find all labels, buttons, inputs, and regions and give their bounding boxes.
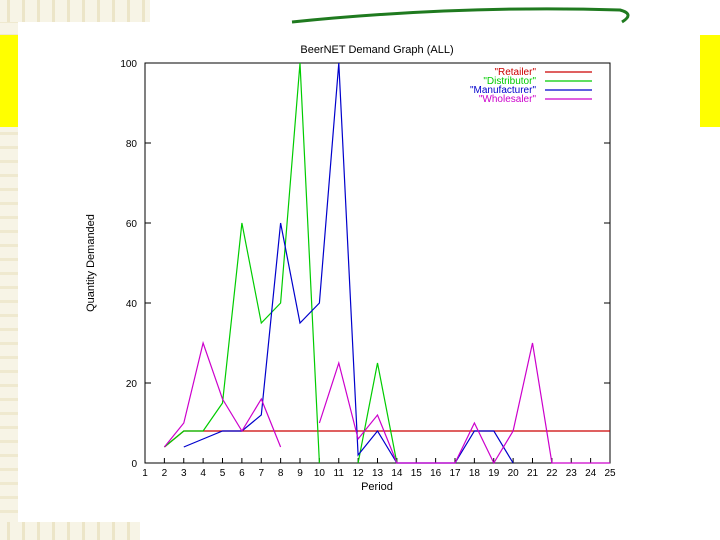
x-axis: 1 2 3 4 5 6 7 8 9 10 11 12 13 14 15 16 17 18 19 20 21 22 23 24 2…: [142, 458, 616, 479]
x-tick-label-13: 13: [372, 468, 384, 479]
x-tick-label-16: 16: [430, 468, 442, 479]
x-tick-label-17: 17: [449, 468, 461, 479]
plot-frame: [144, 62, 611, 464]
series-line-3: [163, 340, 610, 465]
x-tick-label-25: 25: [604, 468, 616, 479]
x-tick-label-18: 18: [469, 468, 481, 479]
y-tick-label-20: 20: [126, 379, 138, 390]
x-tick-label-11: 11: [334, 468, 345, 479]
x-tick-label-24: 24: [585, 468, 597, 479]
x-tick-label-7: 7: [258, 468, 264, 479]
left-yellow-bar: [0, 35, 18, 127]
series-line-1: [164, 62, 398, 464]
y-tick-label-0: 0: [131, 459, 137, 470]
y-axis: 0 20 40 60 80 100: [120, 59, 610, 470]
y-tick-label-80: 80: [126, 139, 138, 150]
x-tick-label-21: 21: [527, 468, 539, 479]
x-tick-label-9: 9: [297, 468, 303, 479]
x-tick-label-1: 1: [142, 468, 148, 479]
top-decorative-border: [0, 0, 150, 22]
x-tick-label-5: 5: [220, 468, 226, 479]
chart-title: BeerNET Demand Graph (ALL): [300, 44, 453, 56]
legend-label-2: "Manufacturer": [470, 85, 536, 96]
x-tick-label-22: 22: [546, 468, 558, 479]
legend-label-3: "Wholesaler": [479, 94, 537, 105]
legend-label-0: "Retailer": [494, 67, 536, 78]
bottom-decorative-border: [0, 522, 140, 540]
x-axis-label: Period: [361, 481, 393, 493]
x-tick-label-2: 2: [162, 468, 168, 479]
right-yellow-bar: [700, 35, 720, 127]
x-tick-label-20: 20: [508, 468, 520, 479]
y-tick-label-60: 60: [126, 219, 138, 230]
x-tick-label-3: 3: [181, 468, 187, 479]
left-decorative-border: [0, 0, 18, 540]
x-tick-label-14: 14: [391, 468, 403, 479]
legend-label-1: "Distributor": [483, 76, 536, 87]
x-tick-label-23: 23: [566, 468, 578, 479]
y-tick-label-40: 40: [126, 299, 138, 310]
x-tick-label-8: 8: [278, 468, 284, 479]
x-tick-label-12: 12: [353, 468, 365, 479]
y-tick-label-100: 100: [120, 59, 137, 70]
decorative-swoosh: [291, 7, 630, 24]
x-tick-label-6: 6: [239, 468, 245, 479]
x-tick-label-15: 15: [411, 468, 423, 479]
x-tick-label-10: 10: [314, 468, 326, 479]
y-axis-label: Quantity Demanded: [85, 214, 97, 312]
legend: "Retailer""Distributor""Manufacturer""Wh…: [470, 67, 592, 105]
x-tick-label-19: 19: [488, 468, 500, 479]
series-lines: [163, 62, 610, 465]
x-tick-label-4: 4: [200, 468, 206, 479]
